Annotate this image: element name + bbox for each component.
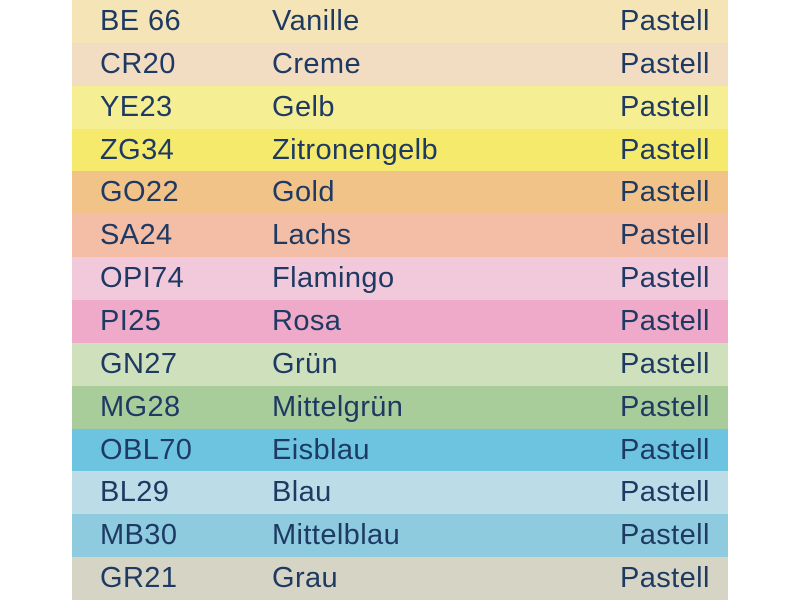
color-name: Gold — [272, 176, 335, 209]
color-swatch-row[interactable]: YE23 Gelb Pastell — [72, 85, 728, 129]
color-code: MG28 — [100, 390, 181, 423]
color-group-label: Pastell — [620, 133, 710, 166]
color-group-label: Pastell — [620, 219, 710, 252]
color-name: Blau — [272, 476, 332, 509]
color-name: Rosa — [272, 304, 342, 337]
color-code: MB30 — [100, 519, 178, 552]
color-swatch-row[interactable]: BE 66 Vanille Pastell — [72, 0, 728, 43]
color-group-label: Pastell — [620, 4, 710, 37]
color-code: GR21 — [100, 562, 178, 595]
color-group-label: Pastell — [620, 390, 710, 423]
color-swatch-row[interactable]: GN27 Grün Pastell — [72, 342, 728, 386]
color-swatch-row[interactable]: SA24 Lachs Pastell — [72, 214, 728, 258]
color-group-label: Pastell — [620, 347, 710, 380]
color-code: SA24 — [100, 219, 173, 252]
color-group-label: Pastell — [620, 176, 710, 209]
color-name: Zitronengelb — [272, 133, 439, 166]
color-code: OBL70 — [100, 433, 193, 466]
color-swatch-table: BE 66 Vanille Pastell CR20 Creme Pastell YE23 G… — [72, 0, 728, 600]
color-swatch-row[interactable]: MB30 Mittelblau Pastell — [72, 514, 728, 558]
color-group-label: Pastell — [620, 262, 710, 295]
color-name: Eisblau — [272, 433, 370, 466]
color-code: PI25 — [100, 304, 162, 337]
color-group-label: Pastell — [620, 90, 710, 123]
color-name: Vanille — [272, 4, 360, 37]
color-name: Lachs — [272, 219, 352, 252]
color-code: ZG34 — [100, 133, 175, 166]
color-swatch-row[interactable]: MG28 Mittelgrün Pastell — [72, 385, 728, 429]
color-name: Flamingo — [272, 262, 395, 295]
color-name: Creme — [272, 47, 362, 80]
color-swatch-row[interactable]: ZG34 Zitronengelb Pastell — [72, 128, 728, 172]
color-name: Mittelblau — [272, 519, 401, 552]
color-name: Grau — [272, 562, 339, 595]
color-group-label: Pastell — [620, 476, 710, 509]
color-code: GN27 — [100, 347, 178, 380]
color-group-label: Pastell — [620, 562, 710, 595]
color-code: YE23 — [100, 90, 173, 123]
color-group-label: Pastell — [620, 47, 710, 80]
color-group-label: Pastell — [620, 519, 710, 552]
color-code: CR20 — [100, 47, 176, 80]
color-name: Grün — [272, 347, 339, 380]
color-swatch-row[interactable]: GR21 Grau Pastell — [72, 557, 728, 600]
color-swatch-row[interactable]: CR20 Creme Pastell — [72, 42, 728, 86]
color-swatch-row[interactable]: OPI74 Flamingo Pastell — [72, 257, 728, 301]
color-name: Mittelgrün — [272, 390, 404, 423]
color-swatch-row[interactable]: OBL70 Eisblau Pastell — [72, 428, 728, 472]
color-swatch-row[interactable]: PI25 Rosa Pastell — [72, 300, 728, 343]
color-group-label: Pastell — [620, 304, 710, 337]
color-code: GO22 — [100, 176, 179, 209]
color-code: OPI74 — [100, 262, 185, 295]
color-code: BE 66 — [100, 4, 181, 37]
color-swatch-row[interactable]: BL29 Blau Pastell — [72, 471, 728, 515]
color-code: BL29 — [100, 476, 170, 509]
color-group-label: Pastell — [620, 433, 710, 466]
color-swatch-row[interactable]: GO22 Gold Pastell — [72, 171, 728, 215]
color-name: Gelb — [272, 90, 335, 123]
